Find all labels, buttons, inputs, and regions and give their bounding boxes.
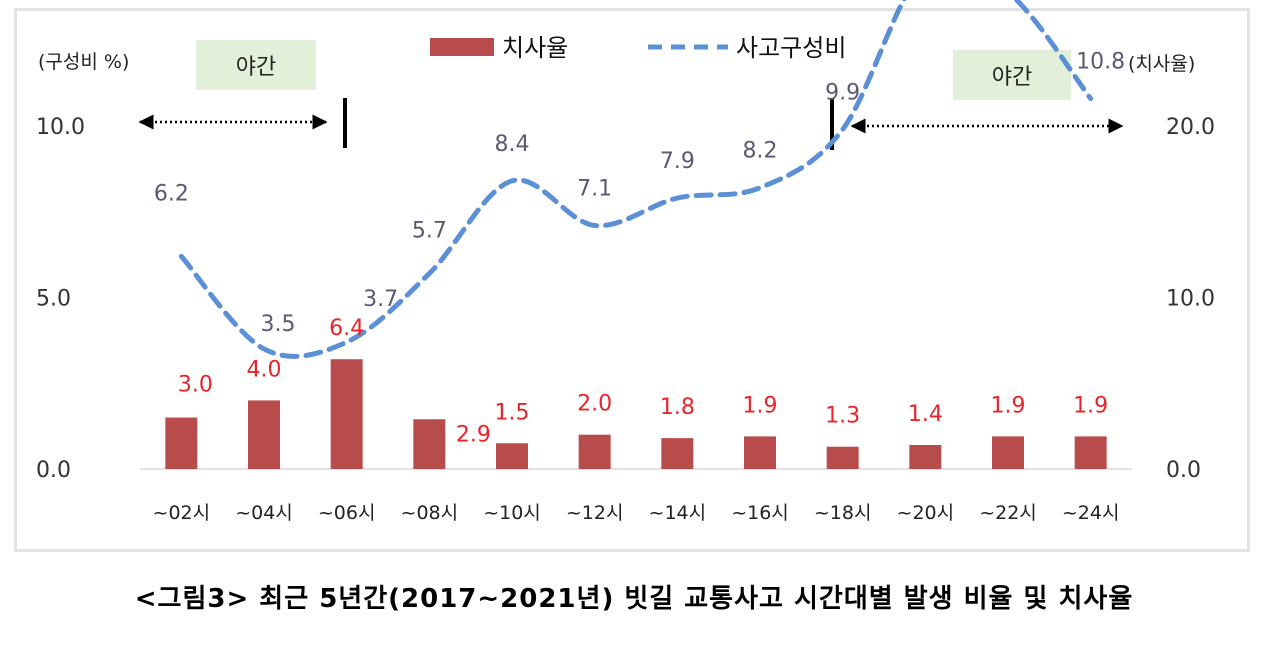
y-right-tick-label: 10.0 bbox=[1166, 287, 1215, 312]
x-category-label: ~14시 bbox=[649, 502, 707, 524]
x-category-label: ~22시 bbox=[979, 502, 1037, 524]
line-data-label: 7.1 bbox=[577, 176, 612, 201]
line-data-label: 9.9 bbox=[825, 80, 860, 105]
legend-line-label: 사고구성비 bbox=[736, 34, 846, 62]
x-category-label: ~10시 bbox=[483, 502, 541, 524]
legend-bar-swatch bbox=[430, 38, 494, 56]
line-accident-share bbox=[178, 0, 1094, 359]
bar-fatality-rate bbox=[248, 400, 280, 469]
bar-fatality-rate bbox=[744, 436, 776, 469]
bar-data-label: 2.9 bbox=[456, 422, 491, 447]
bar-data-label: 6.4 bbox=[329, 316, 364, 341]
bar-fatality-rate bbox=[496, 443, 528, 469]
bar-fatality-rate bbox=[330, 359, 363, 469]
line-data-label: 8.2 bbox=[743, 139, 778, 164]
y-right-axis-title: (치사율) bbox=[1128, 53, 1195, 75]
bar-data-label: 1.8 bbox=[660, 395, 695, 420]
bar-data-label: 2.0 bbox=[577, 392, 612, 417]
y-left-tick-label: 5.0 bbox=[36, 287, 71, 312]
bar-fatality-rate bbox=[826, 446, 859, 469]
x-category-label: ~24시 bbox=[1062, 502, 1120, 524]
bar-fatality-rate bbox=[165, 417, 198, 469]
bar-data-label: 1.3 bbox=[825, 404, 860, 429]
bar-data-label: 3.0 bbox=[178, 373, 213, 398]
x-category-label: ~20시 bbox=[897, 502, 955, 524]
bar-fatality-rate bbox=[992, 436, 1024, 469]
night-label-right: 야간 bbox=[992, 65, 1032, 90]
line-data-label: 8.4 bbox=[495, 132, 530, 157]
line-data-label: 10.8 bbox=[1076, 50, 1125, 75]
x-category-label: ~18시 bbox=[814, 502, 872, 524]
bar-fatality-rate bbox=[1074, 436, 1107, 469]
line-data-label: 6.2 bbox=[154, 181, 189, 206]
night-label-left: 야간 bbox=[236, 55, 276, 80]
line-data-label: 5.7 bbox=[412, 218, 447, 243]
x-category-label: ~08시 bbox=[401, 502, 459, 524]
y-right-tick-label: 20.0 bbox=[1166, 115, 1215, 140]
bar-data-label: 1.5 bbox=[495, 400, 530, 425]
night-box-right bbox=[953, 50, 1071, 100]
chart-svg: 치사율 사고구성비 (구성비 %) (치사율) 야간 야간 0.0 5.0 10.0… bbox=[36, 0, 1215, 524]
x-category-label: ~12시 bbox=[566, 502, 624, 524]
x-category-label: ~16시 bbox=[731, 502, 789, 524]
y-left-tick-label: 0.0 bbox=[36, 458, 71, 483]
bar-data-label: 1.4 bbox=[908, 402, 943, 427]
y-left-axis-title: (구성비 %) bbox=[38, 51, 129, 73]
x-category-label: ~06시 bbox=[318, 502, 376, 524]
bar-fatality-rate bbox=[661, 438, 694, 469]
night-box-left bbox=[196, 40, 316, 90]
bar-data-label: 4.0 bbox=[247, 357, 282, 382]
line-data-label: 3.5 bbox=[261, 312, 296, 337]
x-category-label: ~02시 bbox=[153, 502, 211, 524]
figure-caption: <그림3> 최근 5년간(2017~2021년) 빗길 교통사고 시간대별 발생… bbox=[134, 584, 1134, 614]
legend-bar-label: 치사율 bbox=[502, 34, 568, 62]
bar-data-label: 1.9 bbox=[743, 393, 778, 418]
bar-data-label: 1.9 bbox=[1073, 393, 1108, 418]
bar-fatality-rate bbox=[909, 444, 942, 469]
y-left-tick-label: 10.0 bbox=[36, 115, 85, 140]
bar-fatality-rate bbox=[578, 434, 611, 469]
y-right-tick-label: 0.0 bbox=[1166, 458, 1201, 483]
x-category-label: ~04시 bbox=[235, 502, 293, 524]
line-data-label: 3.7 bbox=[363, 287, 398, 312]
line-data-label: 7.9 bbox=[660, 149, 695, 174]
bar-fatality-rate bbox=[413, 419, 446, 469]
bar-data-label: 1.9 bbox=[991, 393, 1026, 418]
